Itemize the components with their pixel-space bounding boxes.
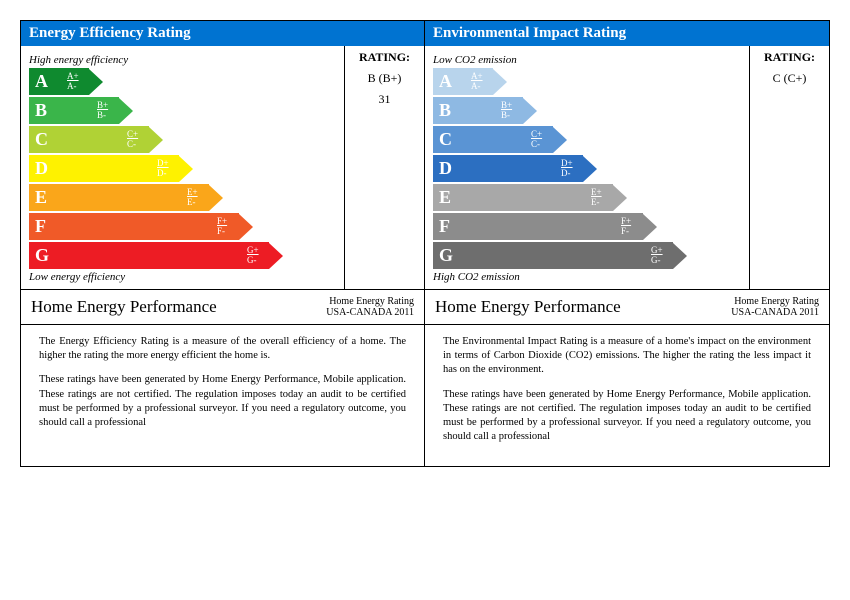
chart-area: Low CO2 emission AA+A-BB+B-CC+C-DD+D-EE+… <box>425 46 829 290</box>
bar-sublabels: B+B- <box>501 97 512 124</box>
chevron-right-icon <box>613 185 627 211</box>
chart-area: High energy efficiency AA+A-BB+B-CC+C-DD… <box>21 46 424 290</box>
footer-meta: Home Energy Rating USA-CANADA 2011 <box>326 296 414 318</box>
footer-row: Home Energy Performance Home Energy Rati… <box>21 290 424 325</box>
rating-bar-a: AA+A- <box>433 68 741 95</box>
chevron-right-icon <box>179 156 193 182</box>
chevron-right-icon <box>119 98 133 124</box>
bar-letter: E <box>29 184 209 211</box>
bar-sublabels: A+A- <box>471 68 483 95</box>
chart-bars-region: High energy efficiency AA+A-BB+B-CC+C-DD… <box>21 46 344 289</box>
caption-bottom: Low energy efficiency <box>29 271 336 283</box>
bar-sublabels: B+B- <box>97 97 108 124</box>
chevron-right-icon <box>269 243 283 269</box>
rating-bar-b: BB+B- <box>433 97 741 124</box>
panels-row: Energy Efficiency Rating High energy eff… <box>20 20 830 467</box>
footer-meta-2: USA-CANADA 2011 <box>731 307 819 318</box>
bars-right: AA+A-BB+B-CC+C-DD+D-EE+E-FF+F-GG+G- <box>433 68 741 269</box>
chevron-right-icon <box>583 156 597 182</box>
chevron-right-icon <box>239 214 253 240</box>
bar-letter: E <box>433 184 613 211</box>
chart-bars-region: Low CO2 emission AA+A-BB+B-CC+C-DD+D-EE+… <box>425 46 749 289</box>
bar-sublabels: G+G- <box>247 242 259 269</box>
footer-meta: Home Energy Rating USA-CANADA 2011 <box>731 296 819 318</box>
chevron-right-icon <box>553 127 567 153</box>
bar-sublabels: E+E- <box>187 184 198 211</box>
caption-top: High energy efficiency <box>29 54 336 66</box>
bar-sublabels: D+D- <box>561 155 573 182</box>
bar-sublabels: C+C- <box>127 126 138 153</box>
rating-bar-c: CC+C- <box>29 126 336 153</box>
desc-para-2: These ratings have been generated by Hom… <box>39 373 406 430</box>
chevron-right-icon <box>673 243 687 269</box>
bar-sublabels: C+C- <box>531 126 542 153</box>
bar-sublabels: F+F- <box>217 213 227 240</box>
footer-title: Home Energy Performance <box>31 297 217 317</box>
rating-bar-a: AA+A- <box>29 68 336 95</box>
rating-bar-b: BB+B- <box>29 97 336 124</box>
description: The Environmental Impact Rating is a mea… <box>425 325 829 466</box>
panel-title: Energy Efficiency Rating <box>21 21 424 46</box>
caption-bottom: High CO2 emission <box>433 271 741 283</box>
rating-box: RATING: C (C+) <box>749 46 829 289</box>
chevron-right-icon <box>209 185 223 211</box>
desc-para-1: The Energy Efficiency Rating is a measur… <box>39 335 406 363</box>
desc-para-2: These ratings have been generated by Hom… <box>443 388 811 445</box>
rating-bar-g: GG+G- <box>29 242 336 269</box>
panel-title: Environmental Impact Rating <box>425 21 829 46</box>
chevron-right-icon <box>643 214 657 240</box>
footer-meta-1: Home Energy Rating <box>326 296 414 307</box>
footer-meta-2: USA-CANADA 2011 <box>326 307 414 318</box>
bar-letter: F <box>433 213 643 240</box>
bar-letter: F <box>29 213 239 240</box>
desc-para-1: The Environmental Impact Rating is a mea… <box>443 335 811 378</box>
rating-bar-d: DD+D- <box>29 155 336 182</box>
footer-title: Home Energy Performance <box>435 297 621 317</box>
rating-bar-f: FF+F- <box>433 213 741 240</box>
rating-document: Energy Efficiency Rating High energy eff… <box>0 0 850 600</box>
rating-value: B (B+) <box>351 71 418 86</box>
bar-sublabels: A+A- <box>67 68 79 95</box>
bar-letter: G <box>433 242 673 269</box>
chevron-right-icon <box>523 98 537 124</box>
rating-label: RATING: <box>351 50 418 65</box>
bar-sublabels: E+E- <box>591 184 602 211</box>
bar-letter: G <box>29 242 269 269</box>
rating-label: RATING: <box>756 50 823 65</box>
rating-bar-e: EE+E- <box>433 184 741 211</box>
caption-top: Low CO2 emission <box>433 54 741 66</box>
rating-bar-e: EE+E- <box>29 184 336 211</box>
rating-bar-g: GG+G- <box>433 242 741 269</box>
rating-bar-d: DD+D- <box>433 155 741 182</box>
bar-letter: A <box>29 68 89 95</box>
rating-value-2: 31 <box>351 92 418 107</box>
chevron-right-icon <box>89 69 103 95</box>
footer-meta-1: Home Energy Rating <box>731 296 819 307</box>
bar-sublabels: G+G- <box>651 242 663 269</box>
chevron-right-icon <box>493 69 507 95</box>
footer-row: Home Energy Performance Home Energy Rati… <box>425 290 829 325</box>
chevron-right-icon <box>149 127 163 153</box>
environmental-impact-panel: Environmental Impact Rating Low CO2 emis… <box>425 21 829 466</box>
bar-letter: A <box>433 68 493 95</box>
bars-left: AA+A-BB+B-CC+C-DD+D-EE+E-FF+F-GG+G- <box>29 68 336 269</box>
bar-sublabels: F+F- <box>621 213 631 240</box>
rating-bar-c: CC+C- <box>433 126 741 153</box>
rating-box: RATING: B (B+) 31 <box>344 46 424 289</box>
bar-sublabels: D+D- <box>157 155 169 182</box>
rating-value: C (C+) <box>756 71 823 86</box>
energy-efficiency-panel: Energy Efficiency Rating High energy eff… <box>21 21 425 466</box>
description: The Energy Efficiency Rating is a measur… <box>21 325 424 452</box>
rating-bar-f: FF+F- <box>29 213 336 240</box>
